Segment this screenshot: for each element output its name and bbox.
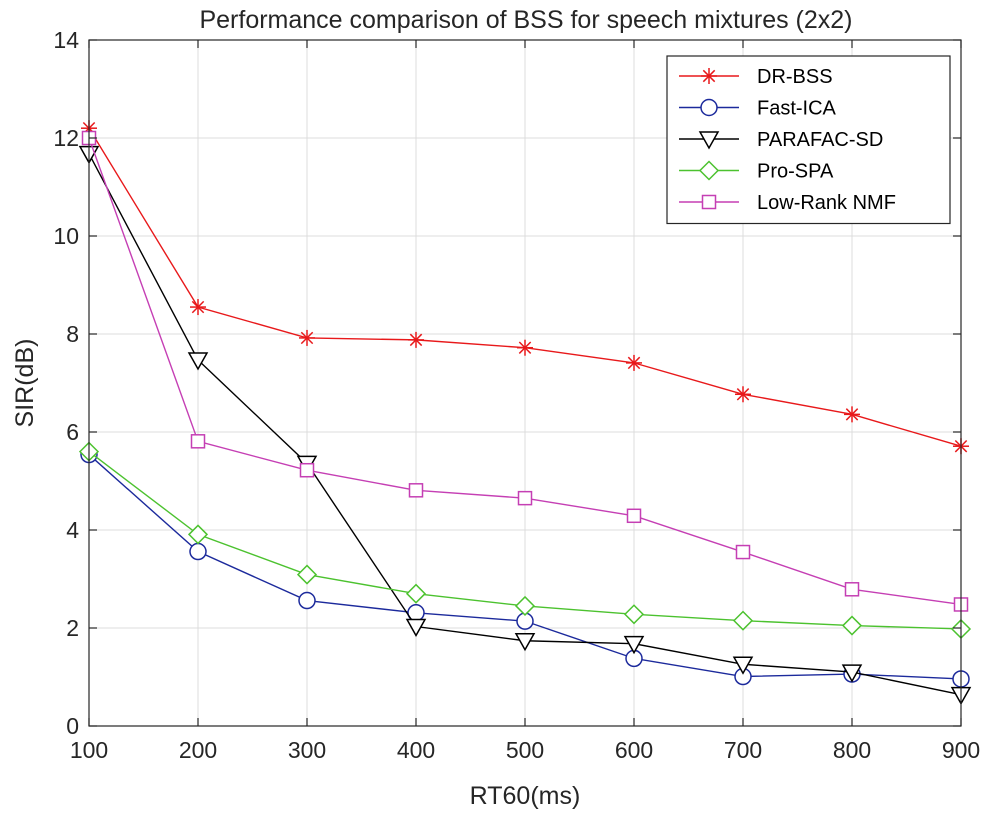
data-point-pro-spa bbox=[405, 583, 427, 604]
y-axis-title: SIR(dB) bbox=[11, 339, 39, 428]
data-point-dr-bss bbox=[735, 386, 751, 403]
y-tick-label: 4 bbox=[66, 517, 79, 543]
legend-marker-parafac-sd bbox=[698, 131, 720, 150]
data-point-pro-spa bbox=[187, 524, 209, 545]
data-point-low-rank-nmf bbox=[299, 462, 315, 478]
data-point-low-rank-nmf bbox=[190, 434, 206, 449]
data-point-low-rank-nmf bbox=[735, 544, 751, 560]
x-tick-label: 200 bbox=[179, 737, 217, 763]
y-tick-label: 14 bbox=[53, 27, 79, 53]
data-point-pro-spa bbox=[623, 604, 645, 625]
legend: DR-BSS Fast-ICA PARAFAC-SD Pro-SPA Low-Rank … bbox=[666, 55, 951, 225]
y-tick-label: 6 bbox=[66, 419, 79, 445]
data-point-dr-bss bbox=[408, 331, 424, 348]
legend-marker-fast-ica bbox=[700, 98, 718, 117]
data-point-parafac-sd bbox=[405, 618, 427, 638]
data-point-low-rank-nmf bbox=[517, 490, 533, 506]
legend-label-low-rank-nmf: Low-Rank NMF bbox=[757, 192, 896, 214]
data-point-dr-bss bbox=[299, 329, 315, 346]
x-axis-title: RT60(ms) bbox=[470, 782, 581, 810]
data-point-low-rank-nmf bbox=[626, 508, 642, 524]
x-tick-label: 300 bbox=[288, 737, 326, 763]
x-tick-label: 900 bbox=[942, 737, 980, 763]
legend-marker-low-rank-nmf bbox=[701, 194, 717, 210]
y-tick-label: 12 bbox=[53, 125, 79, 151]
legend-label-dr-bss: DR-BSS bbox=[757, 66, 833, 88]
x-tick-label: 500 bbox=[506, 737, 544, 763]
y-tick-label: 8 bbox=[66, 321, 79, 347]
legend-label-parafac-sd: PARAFAC-SD bbox=[757, 129, 883, 151]
x-tick-label: 700 bbox=[724, 737, 762, 763]
x-tick-label: 800 bbox=[833, 737, 871, 763]
data-point-low-rank-nmf bbox=[408, 483, 424, 498]
data-point-parafac-sd bbox=[732, 656, 754, 675]
y-tick-label: 0 bbox=[66, 713, 79, 739]
data-point-parafac-sd bbox=[623, 635, 645, 655]
legend-label-pro-spa: Pro-SPA bbox=[757, 161, 834, 183]
data-point-pro-spa bbox=[732, 610, 754, 631]
legend-marker-pro-spa bbox=[698, 160, 720, 181]
data-point-pro-spa bbox=[514, 595, 536, 617]
x-tick-label: 600 bbox=[615, 737, 653, 763]
y-tick-label: 2 bbox=[66, 615, 79, 641]
data-point-fast-ica bbox=[298, 591, 316, 610]
axis-ticks: 100 200 300 400 500 600 700 800 900 0 2 4 6 8 10 12 14 bbox=[53, 27, 980, 763]
data-point-parafac-sd bbox=[187, 352, 209, 371]
data-point-dr-bss bbox=[517, 339, 533, 356]
x-tick-label: 400 bbox=[397, 737, 435, 763]
data-point-low-rank-nmf bbox=[844, 582, 860, 597]
data-point-pro-spa bbox=[841, 615, 863, 636]
data-point-parafac-sd bbox=[841, 664, 863, 683]
x-tick-label: 100 bbox=[70, 737, 108, 763]
data-point-pro-spa bbox=[296, 564, 318, 585]
data-point-parafac-sd bbox=[514, 632, 536, 652]
data-point-dr-bss bbox=[190, 299, 206, 316]
data-point-fast-ica bbox=[189, 542, 207, 561]
data-point-dr-bss bbox=[626, 354, 642, 371]
legend-marker-dr-bss bbox=[701, 68, 717, 84]
y-tick-label: 10 bbox=[53, 223, 79, 249]
chart-title: Performance comparison of BSS for speech… bbox=[199, 6, 852, 34]
legend-label-fast-ica: Fast-ICA bbox=[757, 98, 837, 120]
data-point-dr-bss bbox=[844, 406, 860, 423]
